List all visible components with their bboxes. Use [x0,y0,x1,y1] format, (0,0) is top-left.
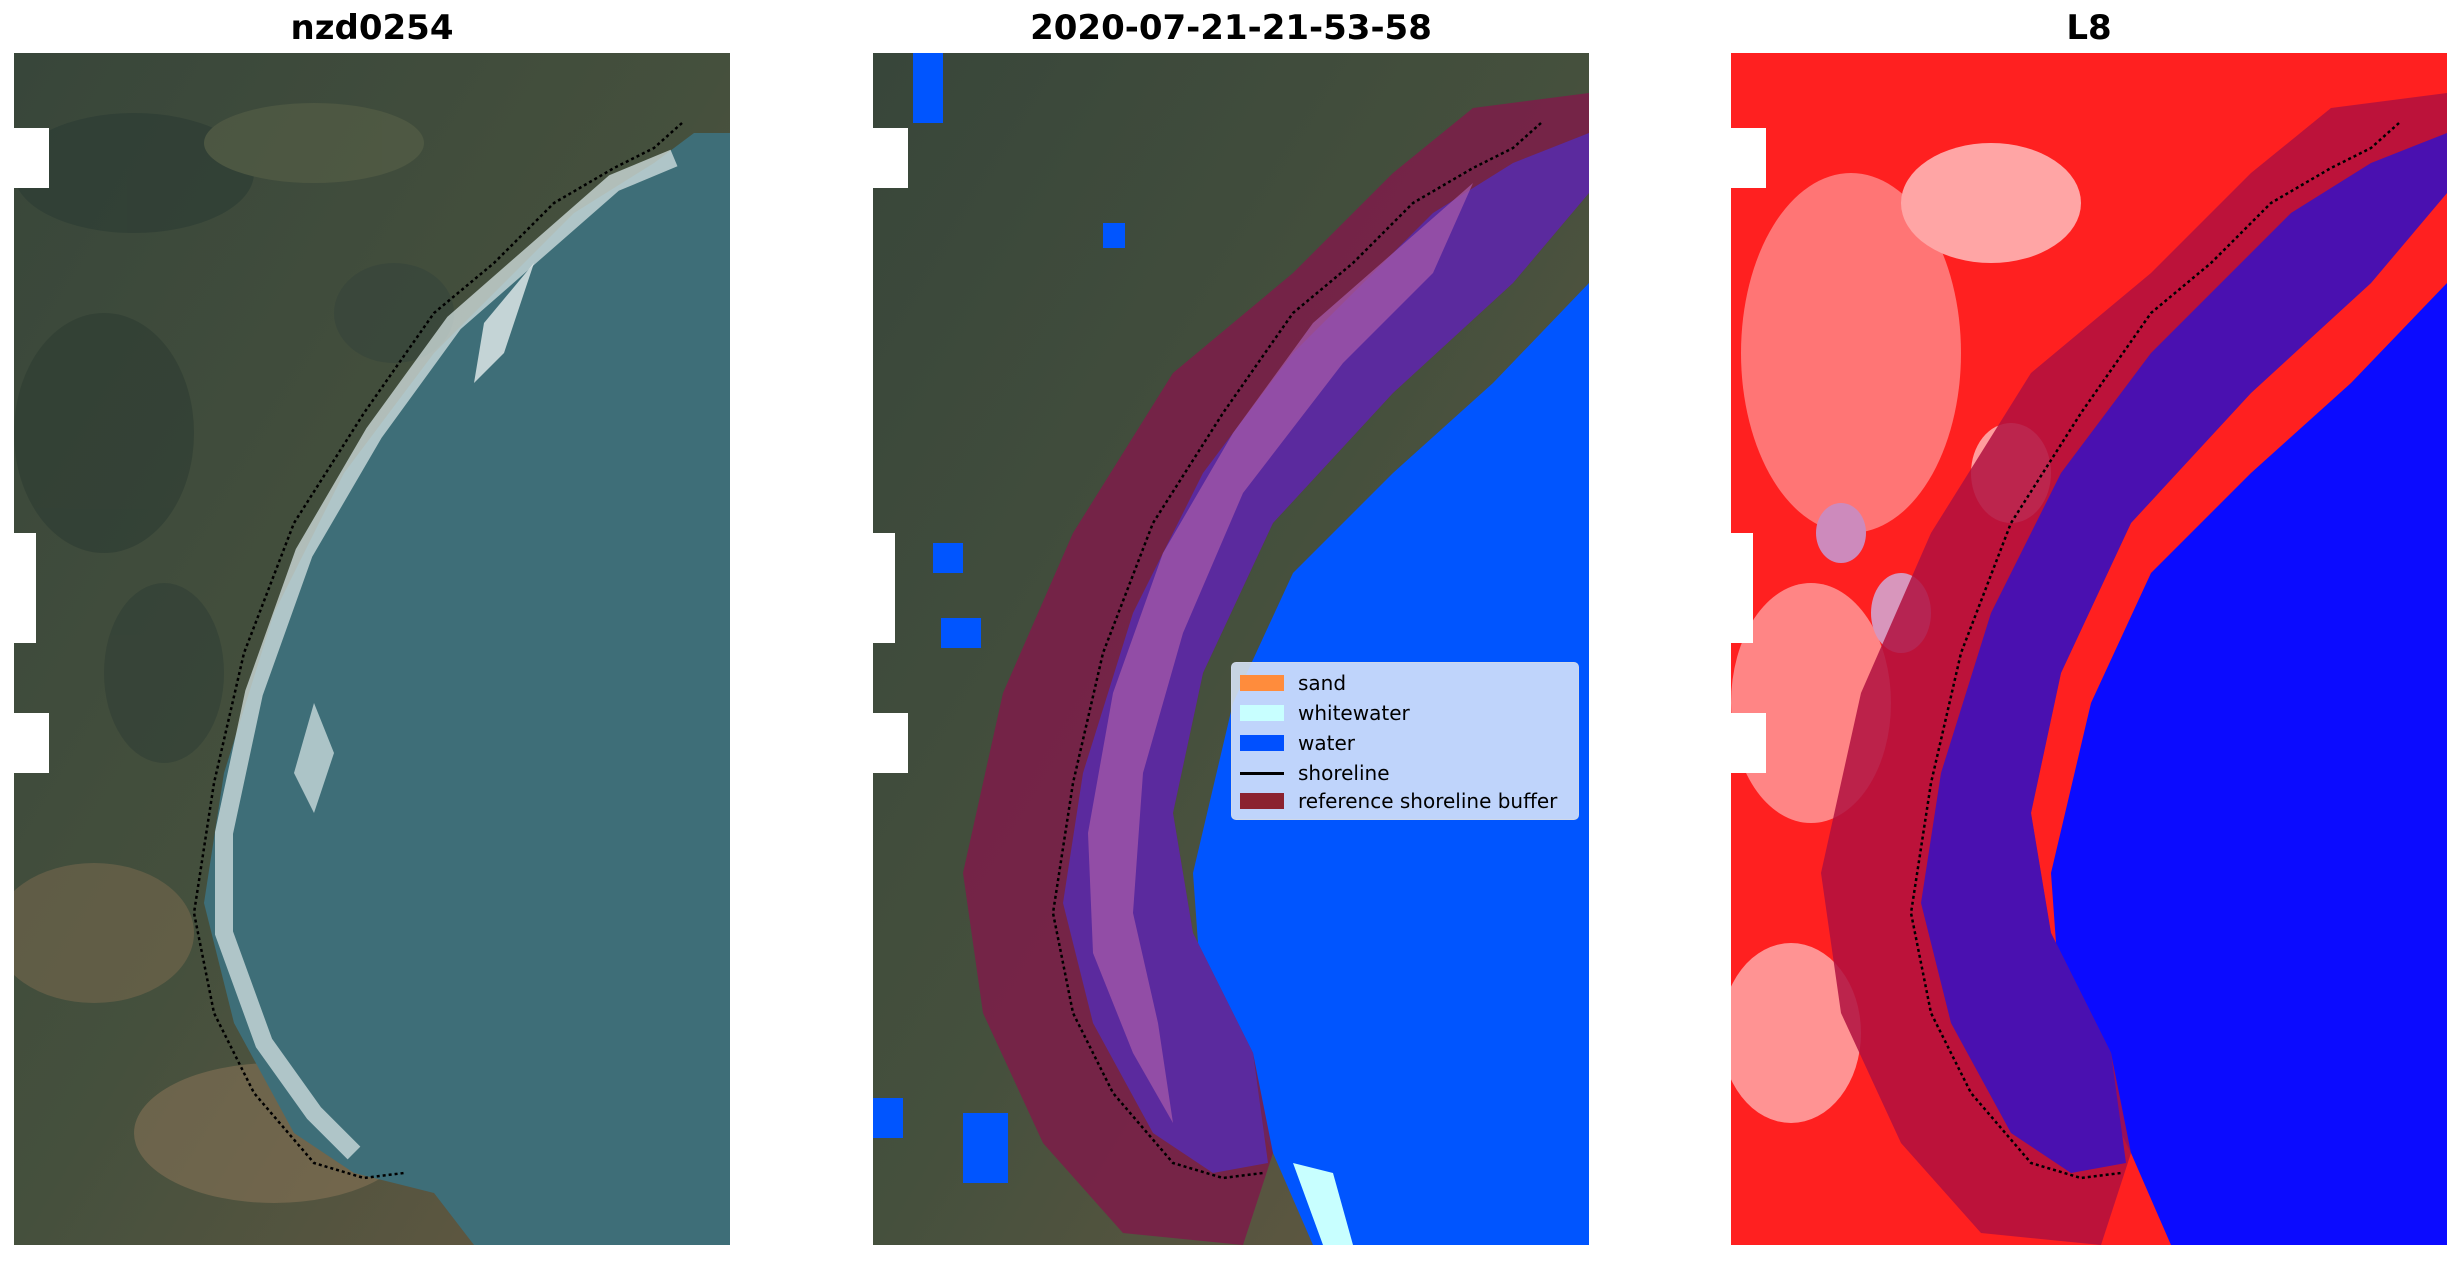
legend-item-shoreline: shoreline [1240,759,1390,787]
shoreline-line-swatch [1240,771,1284,775]
sand-swatch [1240,675,1284,691]
whitewater-swatch [1240,705,1284,721]
legend-item-sand: sand [1240,669,1346,697]
buffer-swatch [1240,793,1284,809]
rgb-panel-title: nzd0254 [290,8,454,48]
index-panel: L8 [1731,0,2447,1265]
legend-item-whitewater: whitewater [1240,699,1410,727]
classification-panel-title: 2020-07-21-21-53-58 [1030,8,1432,48]
legend-label: reference shoreline buffer [1298,789,1558,813]
rgb-panel: nzd0254 [14,0,730,1265]
water-swatch [1240,735,1284,751]
index-image [1731,53,2447,1245]
rgb-satellite-image [14,53,730,1245]
index-panel-title: L8 [2066,8,2112,48]
legend-label: water [1298,731,1355,755]
classification-legend: sand whitewater water shoreline referenc… [1231,662,1579,820]
legend-item-reference-buffer: reference shoreline buffer [1240,787,1557,815]
legend-item-water: water [1240,729,1355,757]
legend-label: sand [1298,671,1347,695]
classified-image [873,53,1589,1245]
legend-label: shoreline [1298,761,1390,785]
legend-label: whitewater [1298,701,1410,725]
classification-panel: 2020-07-21-21-53-58 [873,0,1589,1265]
